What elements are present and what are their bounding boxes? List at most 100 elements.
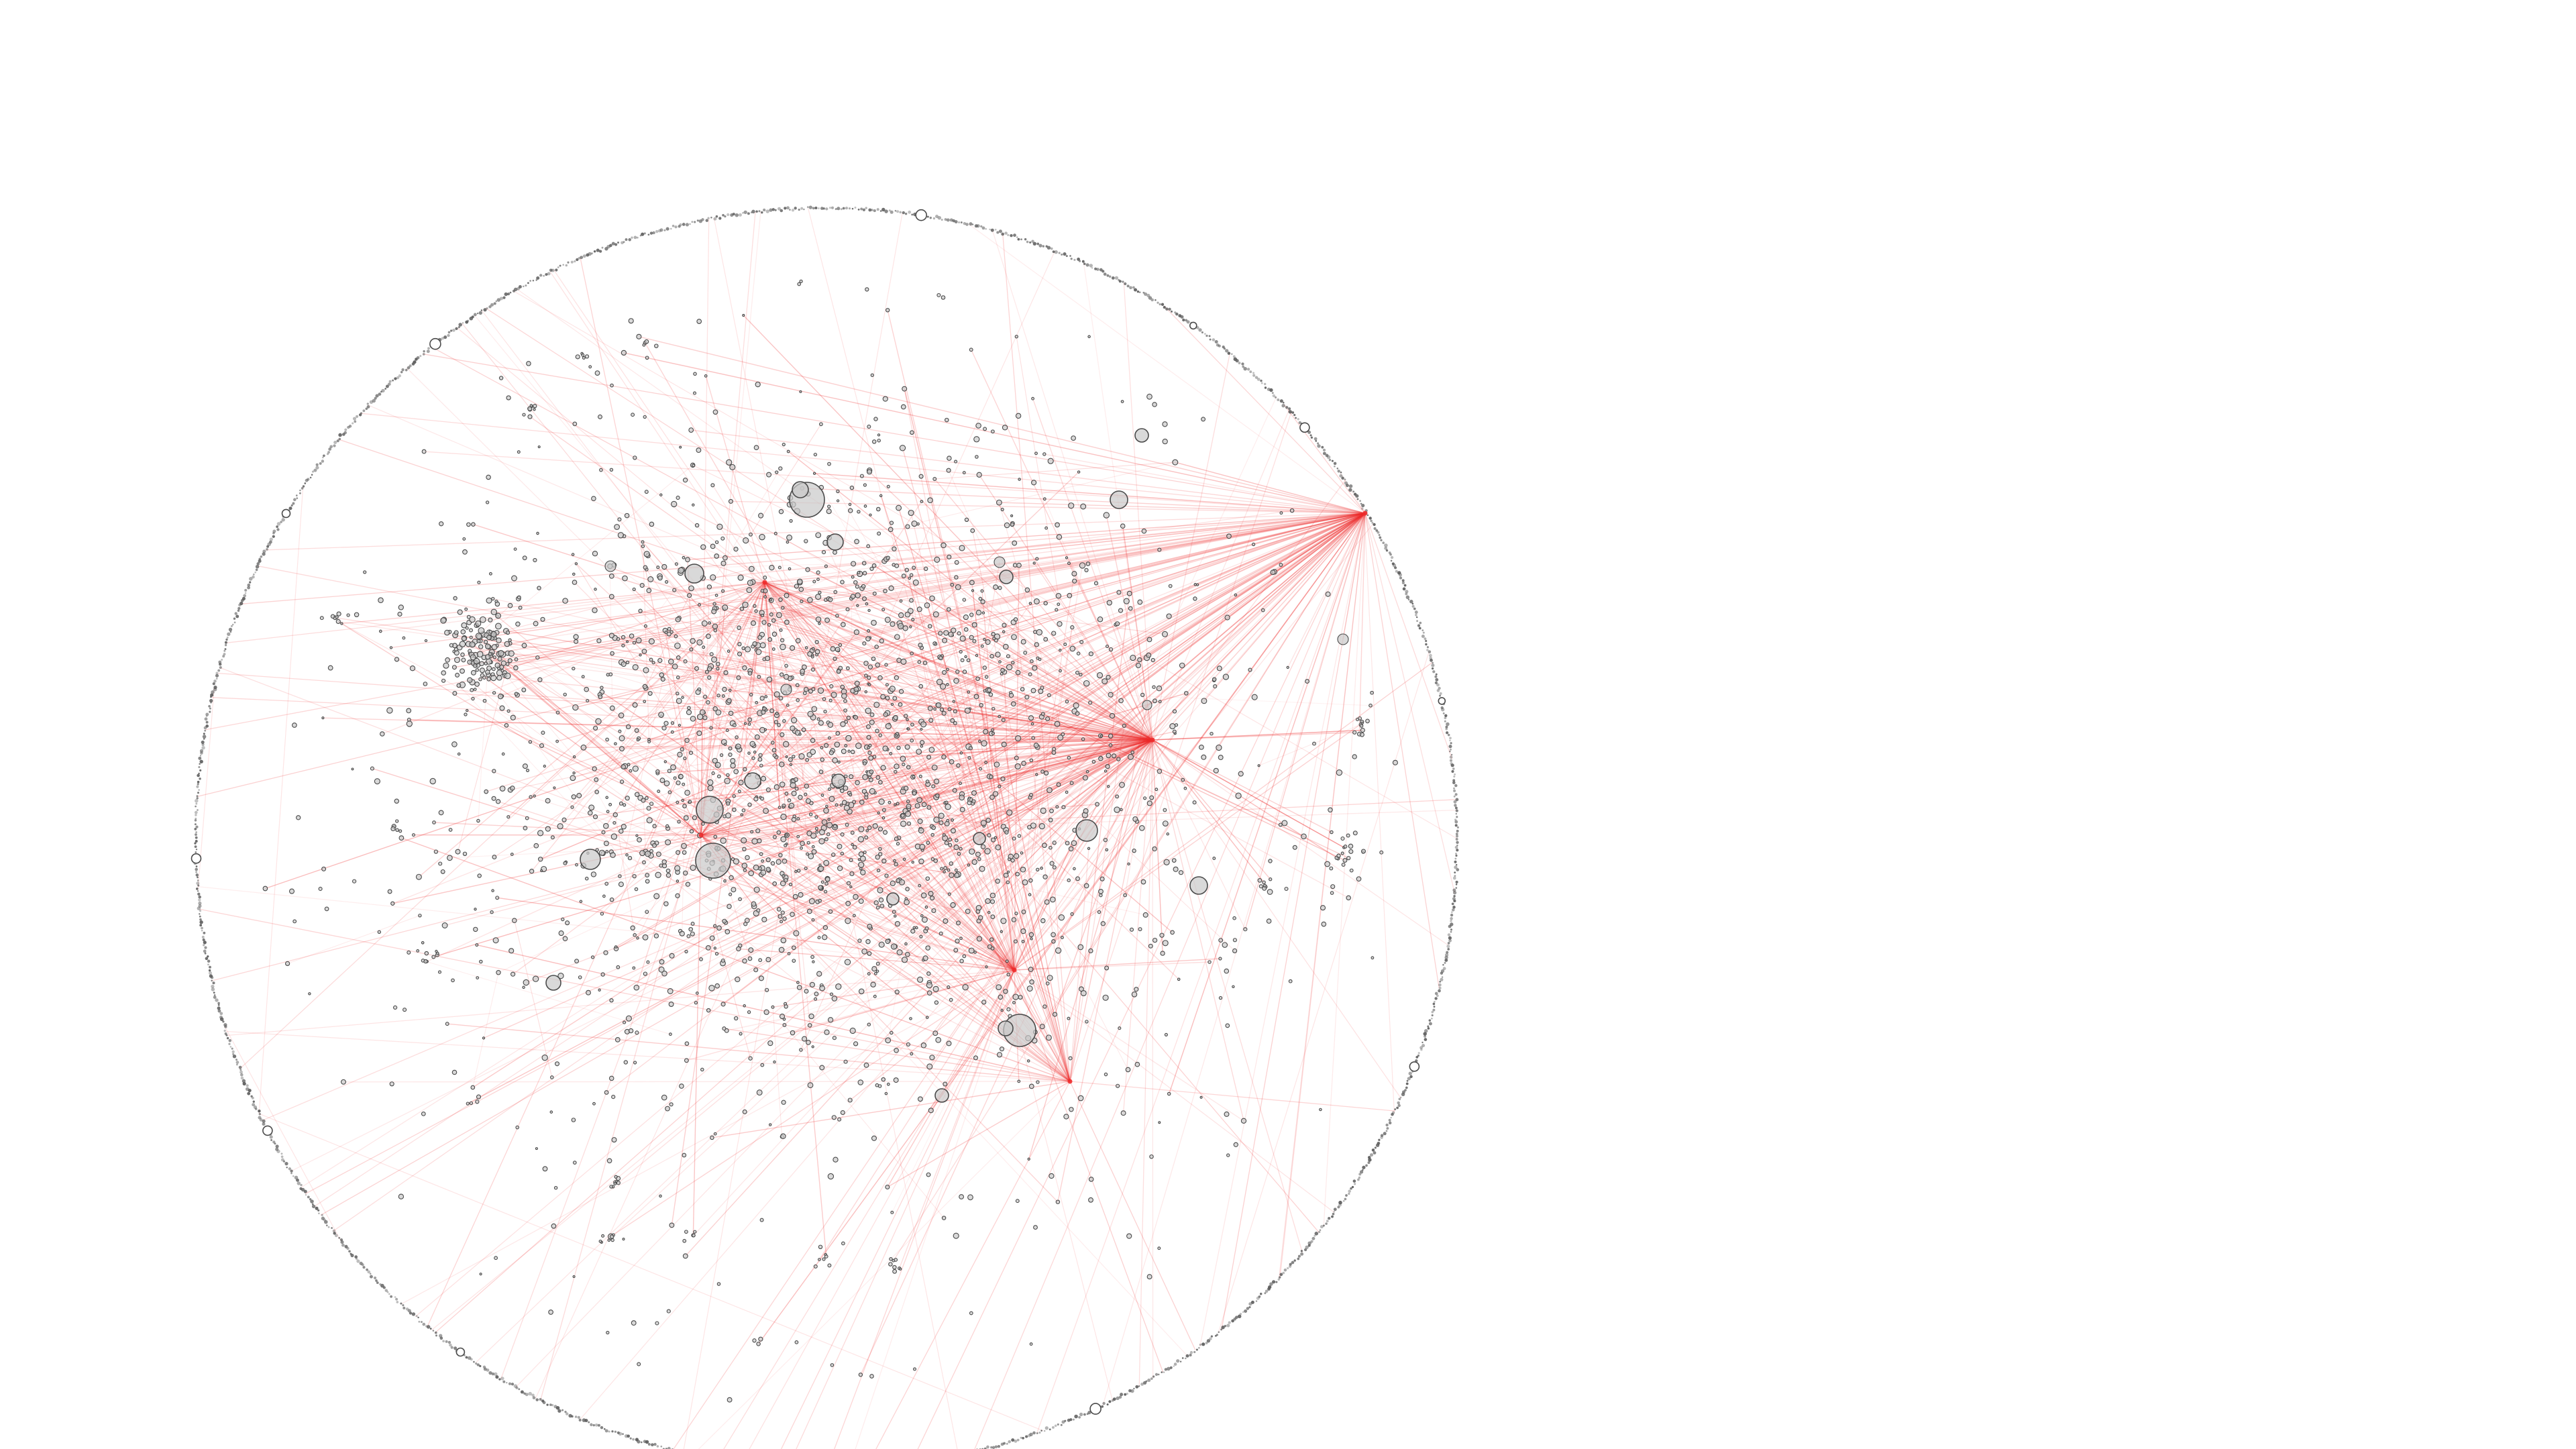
boundary-node (224, 641, 227, 644)
graph-node (1052, 865, 1057, 869)
boundary-node (1314, 1232, 1319, 1236)
graph-node (944, 841, 949, 845)
graph-node (738, 897, 742, 902)
boundary-node (1439, 981, 1441, 983)
graph-node (1179, 662, 1185, 669)
graph-node (1330, 891, 1334, 895)
boundary-node (1456, 826, 1459, 828)
graph-node (846, 666, 850, 671)
boundary-node (854, 207, 857, 209)
graph-node (747, 1010, 751, 1014)
graph-node (604, 1090, 609, 1095)
graph-edge (786, 665, 1035, 669)
graph-node (983, 637, 986, 641)
graph-node (1218, 957, 1222, 961)
boundary-node (1029, 241, 1032, 244)
graph-edge (849, 751, 868, 831)
boundary-node (1368, 517, 1372, 520)
graph-edge (700, 799, 1456, 836)
graph-node (661, 1094, 667, 1101)
graph-node (1161, 631, 1169, 637)
graph-edge (1124, 739, 1153, 896)
graph-node (681, 798, 684, 802)
graph-node (555, 739, 559, 743)
graph-edge (712, 484, 1015, 971)
boundary-node (1418, 627, 1421, 630)
graph-node (847, 749, 851, 753)
boundary-node (1360, 502, 1362, 505)
boundary-node (217, 669, 221, 672)
graph-node (1013, 617, 1018, 622)
graph-node (690, 865, 696, 871)
graph-node (784, 1004, 788, 1009)
boundary-node (545, 273, 548, 276)
graph-edge (644, 342, 1071, 1082)
graph-node (1232, 938, 1238, 943)
graph-node (865, 938, 871, 945)
boundary-node (1452, 781, 1456, 784)
graph-node (682, 850, 687, 855)
graph-edge (745, 869, 894, 912)
graph-node (652, 824, 657, 828)
graph-node (1049, 861, 1055, 866)
graph-node (1002, 425, 1008, 431)
graph-node (918, 643, 923, 648)
graph-node (1159, 932, 1165, 938)
graph-node (782, 916, 787, 921)
graph-edge (265, 513, 1366, 890)
graph-node (473, 926, 478, 932)
graph-node (950, 902, 956, 908)
graph-node (1017, 1079, 1021, 1083)
boundary-node (417, 1316, 419, 1319)
boundary-node (232, 1055, 237, 1059)
graph-edge (764, 582, 953, 763)
graph-node (456, 683, 462, 688)
graph-node (833, 1157, 839, 1163)
graph-node (1001, 741, 1007, 747)
boundary-node (226, 636, 229, 639)
graph-node (804, 784, 810, 789)
graph-edge (287, 915, 421, 964)
graph-node (472, 663, 478, 668)
graph-node (1330, 830, 1334, 835)
boundary-node (222, 1020, 225, 1023)
graph-node (1157, 768, 1163, 774)
graph-node (875, 961, 880, 966)
graph-node (962, 954, 967, 959)
graph-node (653, 933, 659, 938)
graph-node (867, 424, 871, 429)
graph-edge (1014, 969, 1335, 1213)
boundary-node (1085, 263, 1089, 267)
graph-node (595, 718, 602, 725)
graph-edge (580, 513, 1366, 1419)
graph-node (506, 709, 511, 713)
graph-edge (529, 416, 765, 583)
graph-edge (623, 582, 765, 665)
graph-node (972, 639, 977, 643)
boundary-node (1345, 484, 1349, 488)
boundary-node (1061, 1420, 1065, 1424)
graph-node (609, 998, 614, 1003)
graph-node (647, 740, 651, 744)
graph-node (1045, 716, 1051, 722)
graph-node (830, 1363, 835, 1367)
boundary-node (1322, 451, 1326, 455)
graph-edge (618, 739, 1153, 1183)
graph-node (406, 708, 412, 714)
boundary-node (551, 1403, 554, 1407)
graph-node (818, 590, 822, 594)
boundary-node (1209, 338, 1212, 341)
graph-node (466, 614, 471, 619)
graph-node (711, 608, 717, 614)
graph-node (669, 1102, 674, 1107)
graph-node (594, 588, 597, 591)
graph-node (637, 1362, 641, 1366)
boundary-node (483, 308, 487, 312)
graph-node (688, 751, 694, 755)
graph-node (709, 935, 715, 941)
boundary-node (1450, 930, 1452, 933)
graph-node (1085, 561, 1091, 566)
graph-node (565, 920, 570, 926)
graph-node (755, 381, 761, 388)
graph-node (747, 717, 753, 722)
